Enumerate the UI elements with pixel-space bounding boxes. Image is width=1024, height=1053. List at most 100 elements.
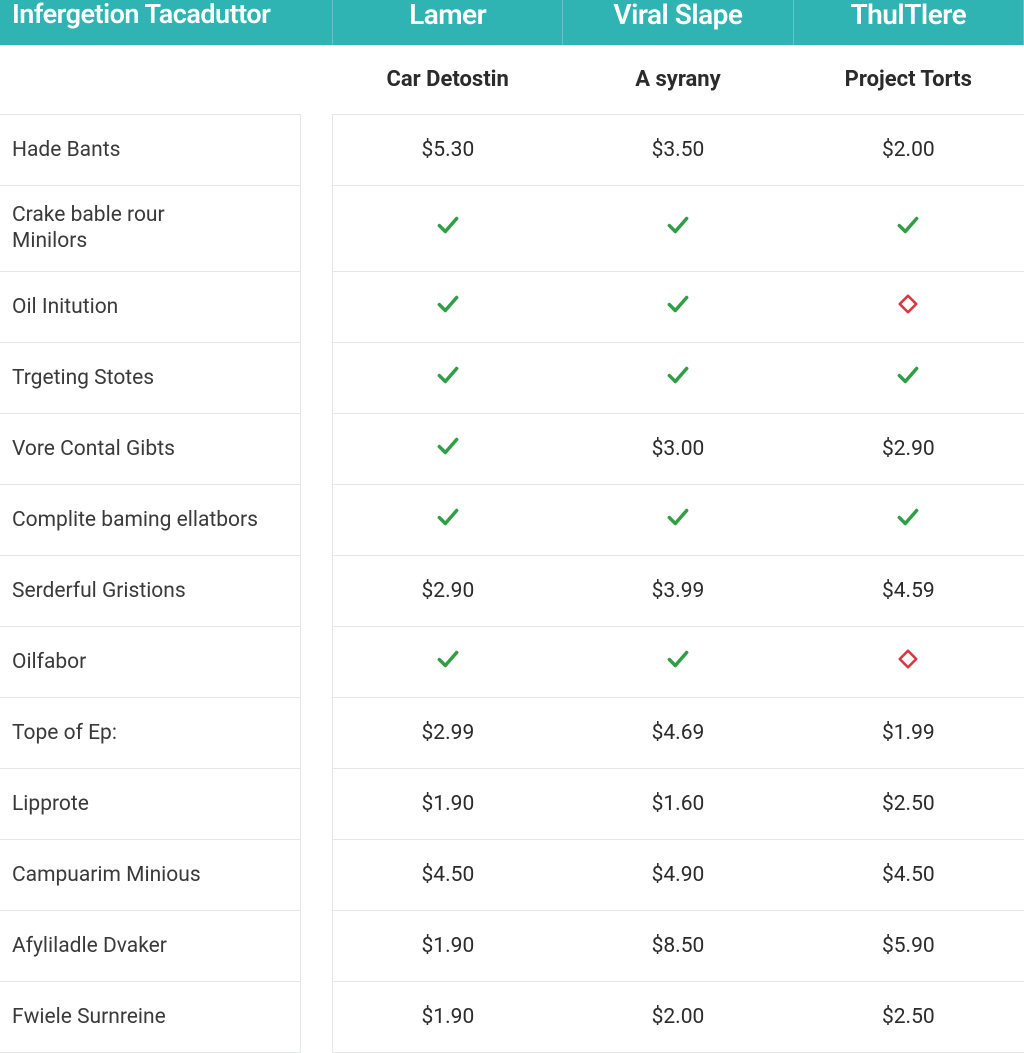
cell: $4.50 xyxy=(793,839,1023,910)
check-icon xyxy=(665,291,691,323)
check-icon xyxy=(665,646,691,678)
table-row: Oil Initution xyxy=(0,271,1024,342)
comparison-table: Infergetion Tacaduttor Lamer Viral Slape… xyxy=(0,0,1024,1053)
header-top-3: ThulTlere xyxy=(804,0,1013,31)
cell: $3.99 xyxy=(563,555,793,626)
check-icon xyxy=(435,291,461,323)
cell xyxy=(332,271,562,342)
cell xyxy=(563,626,793,697)
check-icon xyxy=(665,362,691,394)
row-spacer xyxy=(300,484,332,555)
header-row-top: Infergetion Tacaduttor Lamer Viral Slape… xyxy=(0,0,1024,45)
check-icon xyxy=(435,362,461,394)
row-label: Lipprote xyxy=(0,768,300,839)
cell xyxy=(793,271,1023,342)
cell: $1.90 xyxy=(332,981,562,1052)
cell: $4.90 xyxy=(563,839,793,910)
cell: $2.90 xyxy=(793,413,1023,484)
row-label: Fwiele Surnreine xyxy=(0,981,300,1052)
row-label: Complite baming ellatbors xyxy=(0,484,300,555)
check-icon xyxy=(435,504,461,536)
row-spacer xyxy=(300,626,332,697)
cell: $5.30 xyxy=(332,114,562,185)
row-spacer xyxy=(300,342,332,413)
table-row: Trgeting Stotes xyxy=(0,342,1024,413)
row-spacer xyxy=(300,185,332,271)
cell: $3.00 xyxy=(563,413,793,484)
cell: $4.69 xyxy=(563,697,793,768)
row-spacer xyxy=(300,697,332,768)
header-sub-2: A syrany xyxy=(563,45,793,115)
check-icon xyxy=(665,212,691,244)
cell: $2.00 xyxy=(563,981,793,1052)
table-row: Hade Bants $5.30$3.50$2.00 xyxy=(0,114,1024,185)
cell: $5.90 xyxy=(793,910,1023,981)
row-label: Campuarim Minious xyxy=(0,839,300,910)
cell xyxy=(793,342,1023,413)
cell xyxy=(563,484,793,555)
row-spacer xyxy=(300,413,332,484)
cell: $1.99 xyxy=(793,697,1023,768)
table-row: Afyliladle Dvaker $1.90$8.50$5.90 xyxy=(0,910,1024,981)
header-top-1: Lamer xyxy=(343,0,552,31)
row-spacer xyxy=(300,839,332,910)
cell: $2.00 xyxy=(793,114,1023,185)
cell xyxy=(563,185,793,271)
diamond-icon xyxy=(897,648,919,676)
cell: $1.90 xyxy=(332,768,562,839)
cell xyxy=(332,484,562,555)
cell: $8.50 xyxy=(563,910,793,981)
header-sub-0 xyxy=(0,45,300,115)
row-spacer xyxy=(300,271,332,342)
cell xyxy=(332,185,562,271)
diamond-icon xyxy=(897,293,919,321)
check-icon xyxy=(435,646,461,678)
row-spacer xyxy=(300,555,332,626)
row-spacer xyxy=(300,768,332,839)
header-sub-3: Project Torts xyxy=(793,45,1023,115)
table-row: Campuarim Minious $4.50$4.90$4.50 xyxy=(0,839,1024,910)
cell: $2.50 xyxy=(793,768,1023,839)
table-row: Vore Contal Gibts $3.00$2.90 xyxy=(0,413,1024,484)
table-row: Fwiele Surnreine $1.90$2.00$2.50 xyxy=(0,981,1024,1052)
cell: $1.60 xyxy=(563,768,793,839)
cell: $3.50 xyxy=(563,114,793,185)
cell xyxy=(563,271,793,342)
check-icon xyxy=(895,504,921,536)
cell: $2.50 xyxy=(793,981,1023,1052)
cell xyxy=(332,413,562,484)
row-label: Afyliladle Dvaker xyxy=(0,910,300,981)
header-sub-1: Car Detostin xyxy=(332,45,562,115)
cell xyxy=(793,484,1023,555)
cell: $2.99 xyxy=(332,697,562,768)
row-label: Trgeting Stotes xyxy=(0,342,300,413)
row-spacer xyxy=(300,114,332,185)
table-row: Tope of Ep: $2.99$4.69$1.99 xyxy=(0,697,1024,768)
row-label: Hade Bants xyxy=(0,114,300,185)
row-label: Tope of Ep: xyxy=(0,697,300,768)
cell: $1.90 xyxy=(332,910,562,981)
row-label: Serderful Gristions xyxy=(0,555,300,626)
check-icon xyxy=(435,212,461,244)
table-row: Complite baming ellatbors xyxy=(0,484,1024,555)
table-row: Crake bable rourMinilors xyxy=(0,185,1024,271)
check-icon xyxy=(895,362,921,394)
row-label: Crake bable rourMinilors xyxy=(0,185,300,271)
row-spacer xyxy=(300,981,332,1052)
cell: $2.90 xyxy=(332,555,562,626)
check-icon xyxy=(435,433,461,465)
check-icon xyxy=(895,212,921,244)
cell: $4.59 xyxy=(793,555,1023,626)
row-label: Oil Initution xyxy=(0,271,300,342)
cell xyxy=(793,626,1023,697)
table-row: Lipprote $1.90$1.60$2.50 xyxy=(0,768,1024,839)
row-label: Vore Contal Gibts xyxy=(0,413,300,484)
cell xyxy=(332,626,562,697)
header-top-2: Viral Slape xyxy=(573,0,782,31)
row-label: Oilfabor xyxy=(0,626,300,697)
cell xyxy=(793,185,1023,271)
header-row-sub: Car Detostin A syrany Project Torts xyxy=(0,45,1024,115)
table-row: Serderful Gristions $2.90$3.99$4.59 xyxy=(0,555,1024,626)
row-spacer xyxy=(300,910,332,981)
cell: $4.50 xyxy=(332,839,562,910)
